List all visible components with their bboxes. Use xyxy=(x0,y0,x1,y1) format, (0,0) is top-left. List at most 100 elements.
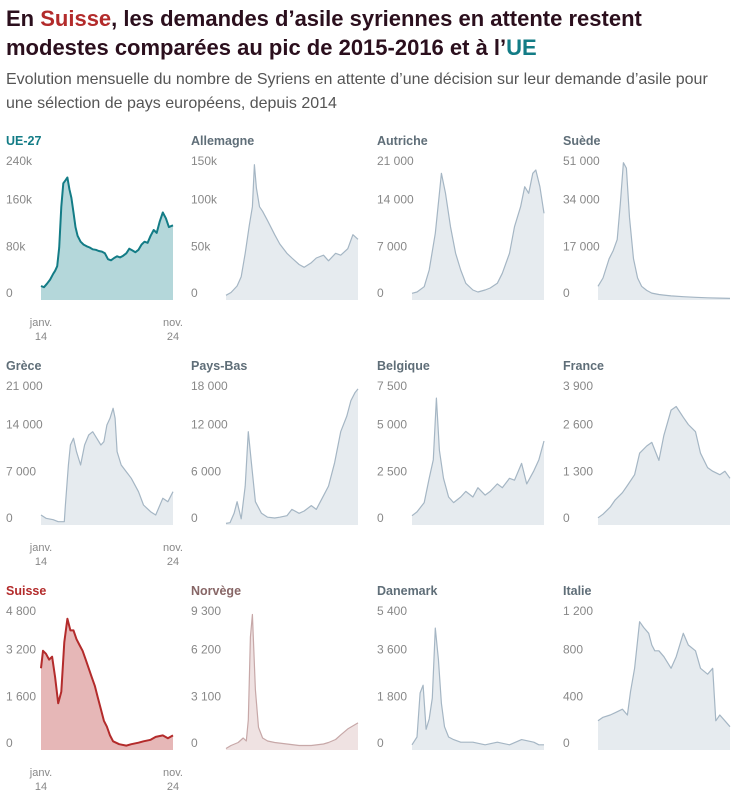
ytick-label: 1 200 xyxy=(563,604,593,618)
panel-chart-suisse: 0 1 600 3 200 4 800 xyxy=(6,604,174,750)
series-line-suede xyxy=(597,162,731,299)
panel-title-autriche: Autriche xyxy=(377,134,428,148)
ytick-label: 50k xyxy=(191,239,211,253)
series-line-ue-27 xyxy=(40,176,174,289)
panel-title-france: France xyxy=(563,359,604,373)
panel-chart-suede: 0 17 000 34 000 51 000 xyxy=(563,154,731,300)
ytick-label: 14 000 xyxy=(377,193,414,207)
ytick-label: 5 000 xyxy=(377,418,407,432)
ytick-label: 0 xyxy=(6,286,13,300)
series-line-grece xyxy=(40,407,174,523)
series-area-ue-27 xyxy=(41,177,173,300)
xtick-end-line-1: nov. xyxy=(163,767,183,779)
series-line-autriche xyxy=(411,169,545,294)
panel-title-allemagne: Allemagne xyxy=(191,134,255,148)
ytick-label: 3 600 xyxy=(377,643,407,657)
ytick-label: 0 xyxy=(377,286,384,300)
panel-title-belgique: Belgique xyxy=(377,359,430,373)
panel-title-norvege: Norvège xyxy=(191,584,242,598)
panel-chart-belgique: 0 2 500 5 000 7 500 xyxy=(377,379,545,525)
series-area-danemark xyxy=(412,628,544,750)
ytick-label: 100k xyxy=(191,193,218,207)
panel-belgique: Belgique 0 2 500 5 000 7 500 xyxy=(377,359,549,574)
panel-chart-allemagne: 0 50k 100k 150k xyxy=(191,154,359,300)
panel-ue-27: UE-27 0 80k 160k 240k janv. 14 nov. 24 xyxy=(6,134,183,349)
series-line-allemagne xyxy=(225,164,359,296)
title-eu-highlight: UE xyxy=(506,35,537,60)
xtick-end: nov. 24 xyxy=(153,541,193,569)
series-line-pays-bas xyxy=(225,388,359,524)
xtick-end-line-2: 24 xyxy=(166,781,180,793)
ytick-label: 1 800 xyxy=(377,689,407,703)
ytick-label: 400 xyxy=(563,689,583,703)
xtick-start-line-1: janv. xyxy=(29,767,53,779)
series-line-italie xyxy=(597,621,731,728)
ytick-label: 7 500 xyxy=(377,379,407,393)
panel-title-danemark: Danemark xyxy=(377,584,438,598)
ytick-label: 7 000 xyxy=(6,464,36,478)
series-line-belgique xyxy=(411,397,545,517)
ytick-label: 0 xyxy=(563,286,570,300)
ytick-label: 21 000 xyxy=(6,379,43,393)
xtick-start-line-1: janv. xyxy=(29,317,53,329)
panel-title-pays-bas: Pays-Bas xyxy=(191,359,248,373)
xtick-end-line-2: 24 xyxy=(166,556,180,568)
ytick-label: 21 000 xyxy=(377,154,414,168)
ytick-label: 2 600 xyxy=(563,418,593,432)
ytick-label: 7 000 xyxy=(377,239,407,253)
xtick-end-line-1: nov. xyxy=(163,542,183,554)
panel-title-suede: Suède xyxy=(563,134,601,148)
panel-title-ue-27: UE-27 xyxy=(6,134,42,148)
xtick-start-line-2: 14 xyxy=(34,331,48,343)
panel-chart-grece: 0 7 000 14 000 21 000 xyxy=(6,379,174,525)
xtick-start: janv. 14 xyxy=(21,316,61,344)
ytick-label: 2 500 xyxy=(377,464,407,478)
xtick-start-line-2: 14 xyxy=(34,556,48,568)
series-area-pays-bas xyxy=(226,388,358,525)
ytick-label: 0 xyxy=(377,511,384,525)
panel-chart-pays-bas: 0 6 000 12 000 18 000 xyxy=(191,379,359,525)
panel-autriche: Autriche 0 7 000 14 000 21 000 xyxy=(377,134,549,349)
panel-suede: Suède 0 17 000 34 000 51 000 xyxy=(563,134,735,349)
series-area-belgique xyxy=(412,398,544,525)
series-area-allemagne xyxy=(226,164,358,300)
panel-title-italie: Italie xyxy=(563,584,592,598)
ytick-label: 17 000 xyxy=(563,239,600,253)
series-area-autriche xyxy=(412,170,544,300)
ytick-label: 1 600 xyxy=(6,689,36,703)
panel-chart-ue-27: 0 80k 160k 240k xyxy=(6,154,174,300)
xtick-start: janv. 14 xyxy=(21,541,61,569)
series-area-norvege xyxy=(226,614,358,750)
ytick-label: 3 200 xyxy=(6,643,36,657)
ytick-label: 0 xyxy=(191,286,198,300)
ytick-label: 0 xyxy=(191,736,198,750)
ytick-label: 150k xyxy=(191,154,218,168)
ytick-label: 6 200 xyxy=(191,643,221,657)
ytick-label: 6 000 xyxy=(191,464,221,478)
panel-norvege: Norvège 0 3 100 6 200 9 300 xyxy=(191,584,363,799)
panel-title-grece: Grèce xyxy=(6,359,42,373)
ytick-label: 3 100 xyxy=(191,689,221,703)
panel-italie: Italie 0 400 800 1 200 xyxy=(563,584,735,799)
panel-title-suisse: Suisse xyxy=(6,584,47,598)
panel-pays-bas: Pays-Bas 0 6 000 12 000 18 000 xyxy=(191,359,363,574)
ytick-label: 0 xyxy=(377,736,384,750)
panel-chart-italie: 0 400 800 1 200 xyxy=(563,604,731,750)
xtick-end-line-1: nov. xyxy=(163,317,183,329)
ytick-label: 0 xyxy=(563,511,570,525)
panel-suisse: Suisse 0 1 600 3 200 4 800 janv. 14 nov. 24 xyxy=(6,584,183,799)
panel-chart-autriche: 0 7 000 14 000 21 000 xyxy=(377,154,545,300)
series-line-france xyxy=(597,405,731,519)
chart-title: En Suisse, les demandes d’asile syrienne… xyxy=(6,6,642,60)
xtick-start-line-1: janv. xyxy=(29,542,53,554)
series-area-suede xyxy=(598,162,730,300)
series-area-france xyxy=(598,406,730,525)
series-line-suisse xyxy=(40,617,174,747)
chart-subtitle: Evolution mensuelle du nombre de Syriens… xyxy=(6,71,708,112)
series-line-norvege xyxy=(225,613,359,750)
ytick-label: 18 000 xyxy=(191,379,228,393)
xtick-start-line-2: 14 xyxy=(34,781,48,793)
series-area-italie xyxy=(598,621,730,750)
ytick-label: 0 xyxy=(6,511,13,525)
